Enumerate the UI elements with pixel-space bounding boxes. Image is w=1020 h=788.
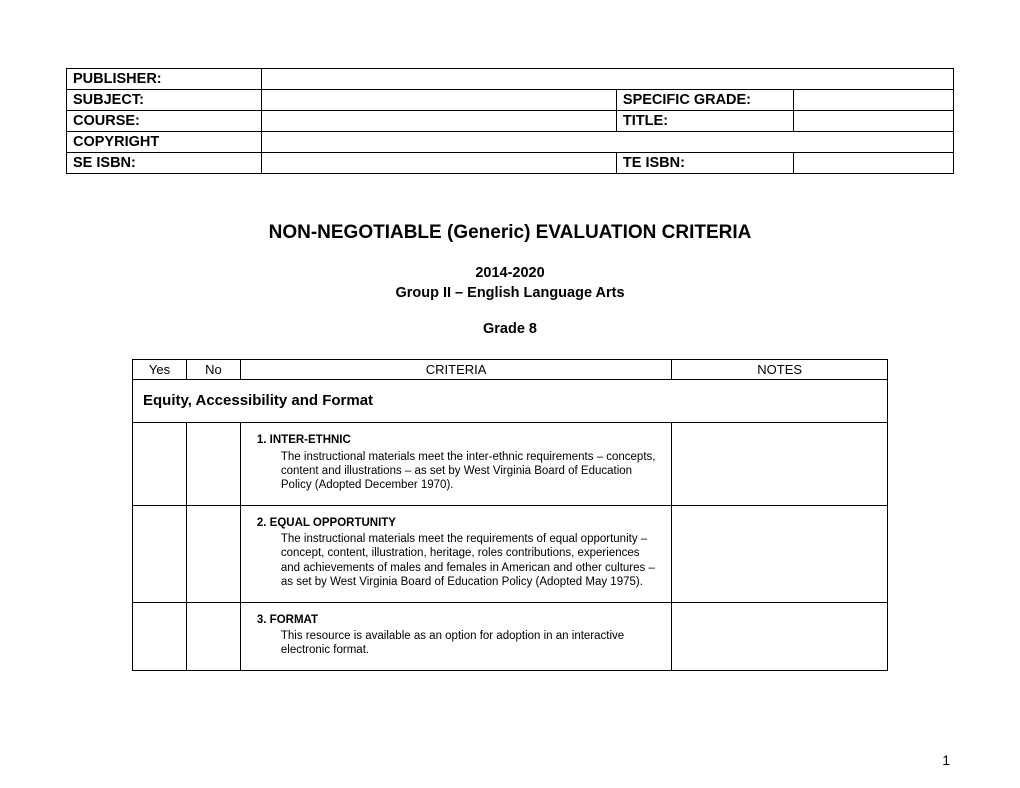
criteria-cell: 3. FORMAT This resource is available as … [240,602,671,670]
criteria-number-title: 1. INTER-ETHNIC [257,434,351,446]
table-row: COURSE: TITLE: [67,111,954,132]
notes-cell [672,505,888,602]
yes-cell [133,423,187,506]
grade-line: Grade 8 [66,321,954,337]
years-line: 2014-2020 [66,264,954,284]
col-header-criteria: CRITERIA [240,360,671,380]
no-cell [186,505,240,602]
table-row: 3. FORMAT This resource is available as … [133,602,888,670]
criteria-table: Yes No CRITERIA NOTES Equity, Accessibil… [132,359,888,671]
criteria-cell: 2. EQUAL OPPORTUNITY The instructional m… [240,505,671,602]
value-subject [262,90,617,111]
value-publisher [262,69,954,90]
notes-cell [672,602,888,670]
col-header-no: No [186,360,240,380]
table-row: PUBLISHER: [67,69,954,90]
value-te-isbn [794,153,954,174]
table-row: 1. INTER-ETHNIC The instructional materi… [133,423,888,506]
group-line: Group II – English Language Arts [66,284,954,304]
label-course: COURSE: [67,111,262,132]
section-title: Equity, Accessibility and Format [143,392,373,409]
criteria-cell: 1. INTER-ETHNIC The instructional materi… [240,423,671,506]
section-row: Equity, Accessibility and Format [133,380,888,423]
main-title: NON-NEGOTIABLE (Generic) EVALUATION CRIT… [66,222,954,244]
label-se-isbn: SE ISBN: [67,153,262,174]
label-copyright: COPYRIGHT [67,132,262,153]
value-course [262,111,617,132]
value-se-isbn [262,153,617,174]
title-block: NON-NEGOTIABLE (Generic) EVALUATION CRIT… [66,222,954,337]
criteria-body: This resource is available as an option … [257,627,661,658]
no-cell [186,602,240,670]
page-number: 1 [942,752,950,768]
criteria-body: The instructional materials meet the req… [257,530,661,590]
criteria-body: The instructional materials meet the int… [257,448,661,493]
label-specific-grade: SPECIFIC GRADE: [616,90,793,111]
label-subject: SUBJECT: [67,90,262,111]
table-row: COPYRIGHT [67,132,954,153]
table-row: SUBJECT: SPECIFIC GRADE: [67,90,954,111]
value-copyright [262,132,954,153]
yes-cell [133,602,187,670]
criteria-number-title: 3. FORMAT [257,614,318,626]
label-publisher: PUBLISHER: [67,69,262,90]
criteria-number-title: 2. EQUAL OPPORTUNITY [257,517,396,529]
col-header-yes: Yes [133,360,187,380]
section-cell: Equity, Accessibility and Format [133,380,888,423]
table-row: SE ISBN: TE ISBN: [67,153,954,174]
yes-cell [133,505,187,602]
notes-cell [672,423,888,506]
value-specific-grade [794,90,954,111]
page: PUBLISHER: SUBJECT: SPECIFIC GRADE: COUR… [0,0,1020,671]
label-te-isbn: TE ISBN: [616,153,793,174]
table-row: 2. EQUAL OPPORTUNITY The instructional m… [133,505,888,602]
criteria-header-row: Yes No CRITERIA NOTES [133,360,888,380]
label-title: TITLE: [616,111,793,132]
value-title [794,111,954,132]
no-cell [186,423,240,506]
col-header-notes: NOTES [672,360,888,380]
header-table: PUBLISHER: SUBJECT: SPECIFIC GRADE: COUR… [66,68,954,174]
